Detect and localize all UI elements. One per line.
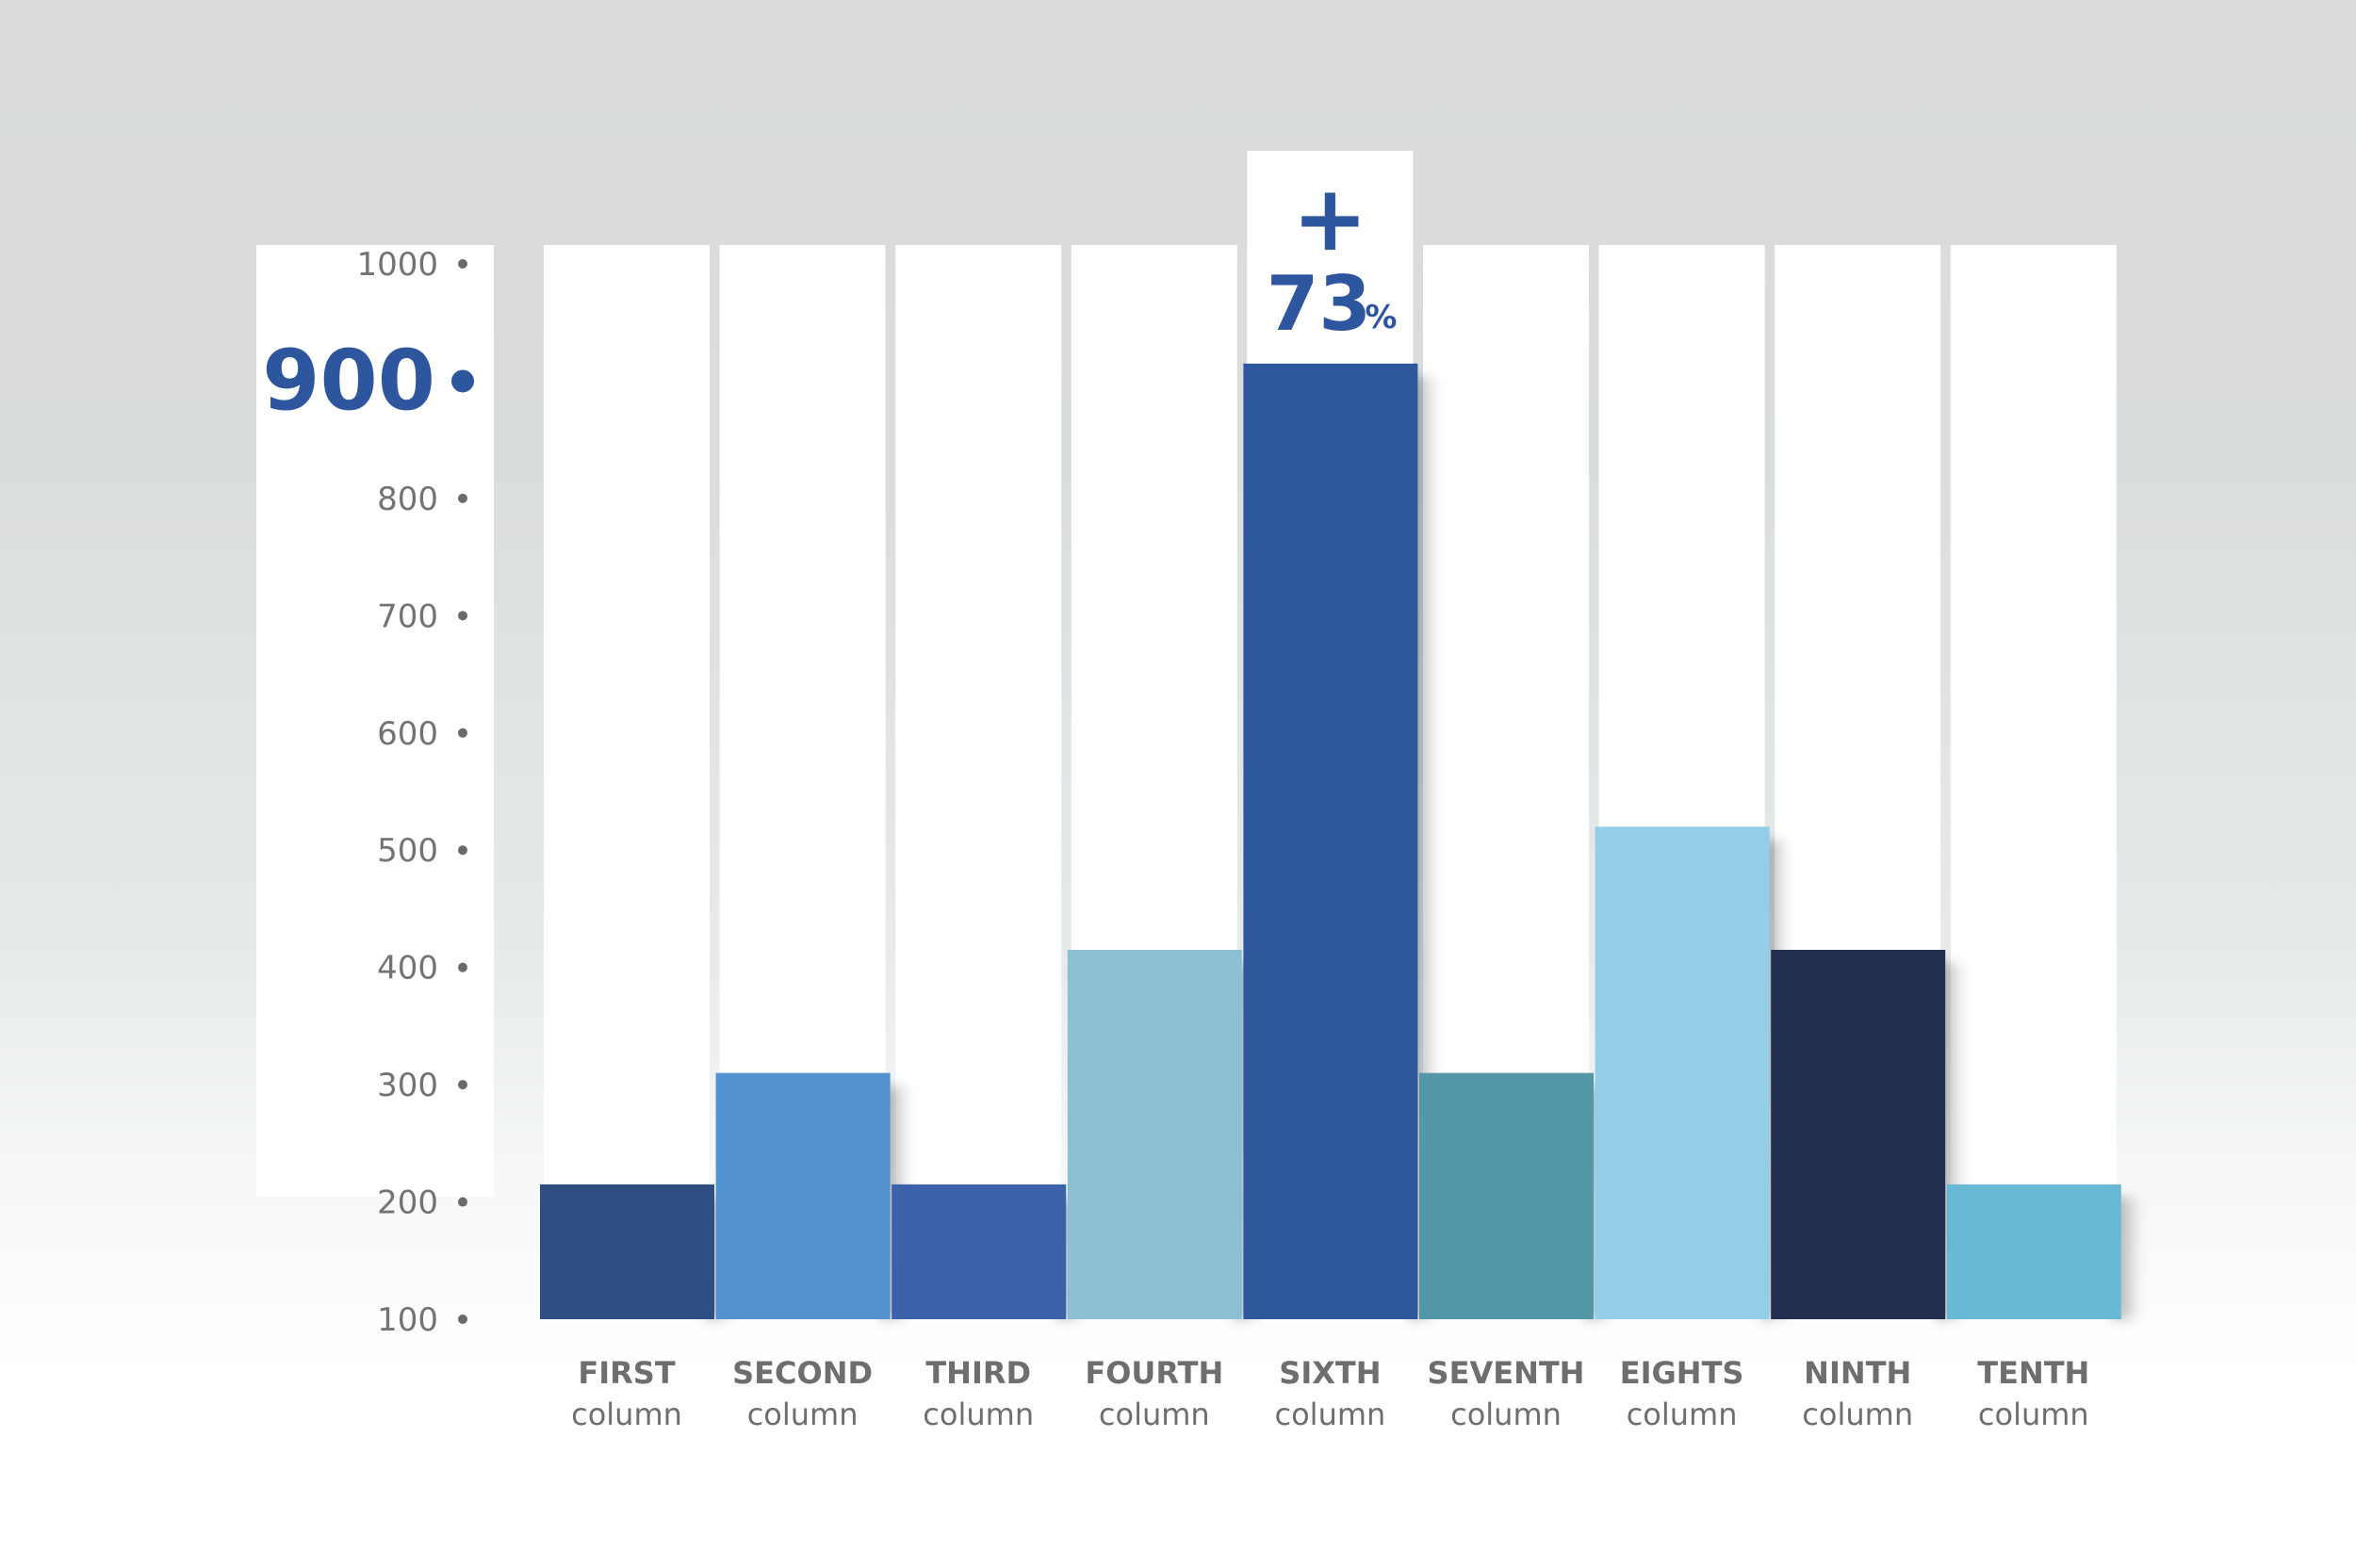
y-tick-label: 1000 [356, 246, 438, 284]
y-tick-dot [458, 727, 467, 738]
y-tick-dot [458, 1080, 467, 1090]
y-tick-dot [458, 845, 467, 856]
y-tick-dot [458, 611, 467, 621]
x-tick-sublabel: column [1802, 1396, 1913, 1432]
bar [715, 1072, 891, 1319]
highlight-unit: % [1365, 299, 1397, 336]
y-tick-label: 400 [377, 950, 438, 988]
y-tick-label: 700 [377, 597, 438, 635]
bar [1771, 950, 1946, 1319]
x-tick-sublabel: column [747, 1396, 859, 1432]
column-track [1950, 245, 2117, 1319]
y-tick-dot [458, 1197, 467, 1207]
x-tick-sublabel: column [1978, 1396, 2089, 1432]
x-tick-label: EIGHTS [1620, 1355, 1744, 1391]
column-track [895, 245, 1062, 1319]
x-tick-sublabel: column [1275, 1396, 1386, 1432]
highlight-badge [1247, 151, 1414, 364]
bar [892, 1184, 1067, 1319]
y-tick-dot [458, 259, 467, 269]
highlight-value: 73 [1267, 260, 1371, 348]
x-tick-sublabel: column [1627, 1396, 1738, 1432]
bar [1243, 363, 1418, 1319]
highlight-sign: + [1292, 166, 1367, 271]
y-tick-label: 600 [377, 715, 438, 753]
x-tick-label: SIXTH [1279, 1355, 1381, 1391]
y-tick-dot [458, 493, 467, 503]
y-axis-panel [256, 245, 494, 1197]
x-tick-label: SEVENTH [1428, 1355, 1585, 1391]
y-tick-label: 300 [377, 1067, 438, 1104]
x-tick-label: FIRST [578, 1355, 675, 1391]
bar [1067, 950, 1242, 1319]
x-tick-label: TENTH [1977, 1355, 2089, 1391]
x-tick-label: THIRD [925, 1355, 1031, 1391]
bar [540, 1184, 714, 1319]
x-tick-sublabel: column [923, 1396, 1034, 1432]
y-tick-dot [458, 1315, 467, 1324]
bar [1419, 1072, 1594, 1319]
x-tick-sublabel: column [571, 1396, 682, 1432]
y-tick-label: 200 [377, 1184, 438, 1222]
y-tick-label-highlight: 900 [262, 332, 435, 429]
x-tick-label: FOURTH [1085, 1355, 1223, 1391]
x-tick-sublabel: column [1450, 1396, 1562, 1432]
y-tick-label: 500 [377, 832, 438, 870]
bar [1946, 1184, 2121, 1319]
y-tick-dot-highlight [451, 369, 474, 393]
x-tick-label: SECOND [732, 1355, 873, 1391]
bar [1595, 826, 1770, 1319]
x-tick-label: NINTH [1804, 1355, 1911, 1391]
y-tick-dot [458, 962, 467, 972]
column-track [544, 245, 710, 1319]
x-tick-sublabel: column [1099, 1396, 1210, 1432]
y-tick-label: 100 [377, 1301, 438, 1339]
y-tick-label: 800 [377, 481, 438, 518]
